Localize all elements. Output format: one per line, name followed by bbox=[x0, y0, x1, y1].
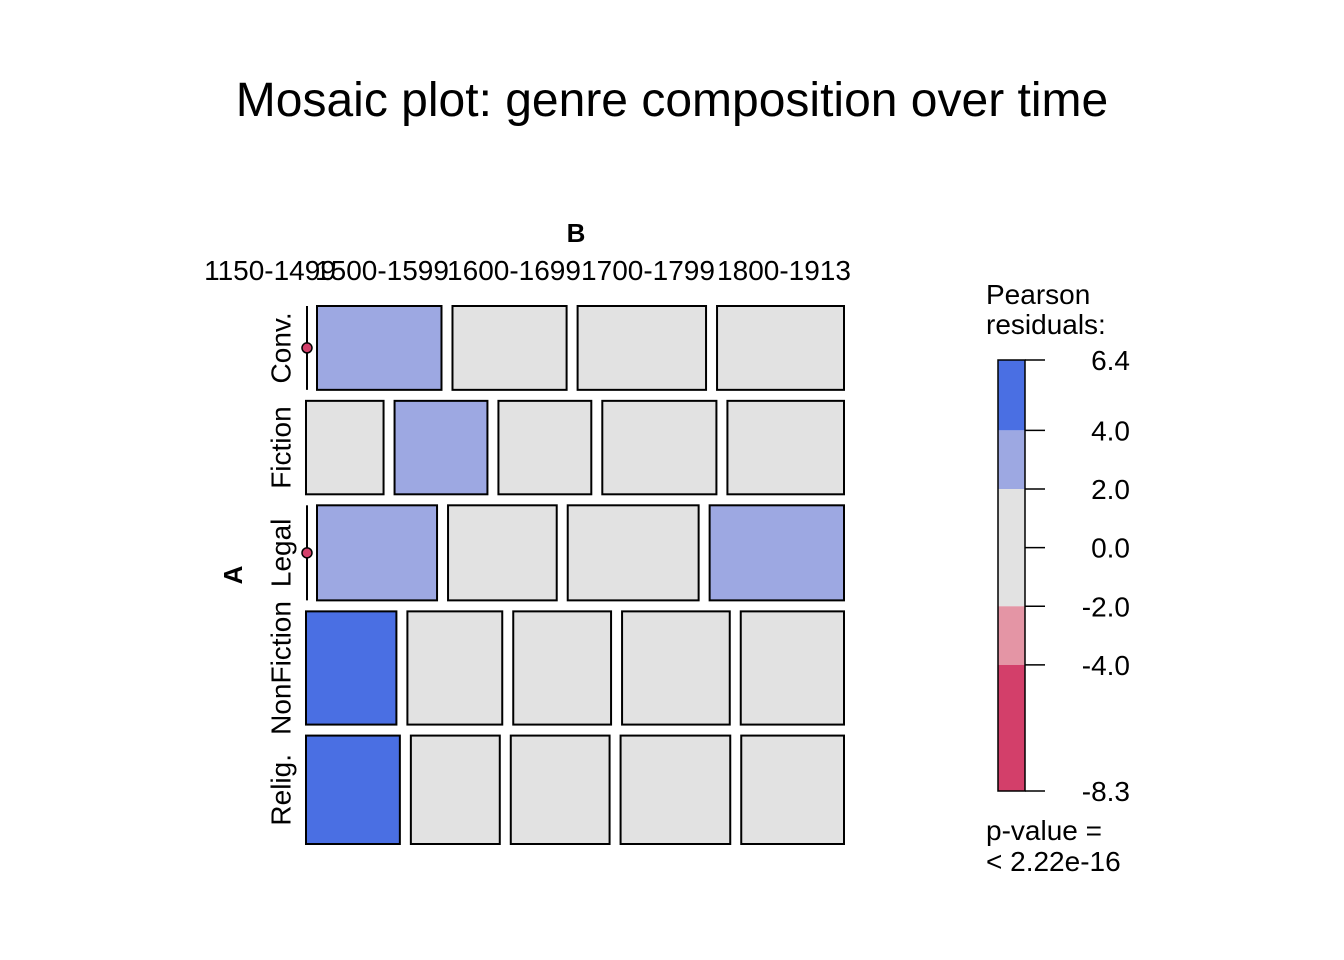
mosaic-cell bbox=[619, 734, 732, 846]
row-tick-label: NonFiction bbox=[265, 601, 296, 735]
legend-title: Pearson residuals: bbox=[986, 279, 1106, 340]
mosaic-cell bbox=[740, 734, 845, 846]
legend-band bbox=[998, 606, 1025, 665]
chart-title: Mosaic plot: genre composition over time bbox=[236, 74, 1108, 127]
row-tick-label: Legal bbox=[265, 519, 296, 588]
legend: Pearson residuals: 6.4 4.0 2.0 0.0 -2.0 -4.0 -8.… bbox=[986, 279, 1130, 877]
mosaic-cells bbox=[301, 305, 846, 846]
column-tick-label: 1500-1599 bbox=[315, 255, 449, 286]
mosaic-cell bbox=[305, 399, 385, 496]
row-variable-label: A bbox=[218, 565, 248, 584]
legend-tick-label: -8.3 bbox=[1082, 776, 1130, 807]
mosaic-cell bbox=[305, 734, 401, 846]
row-tick-label: Conv. bbox=[265, 312, 296, 383]
mosaic-cell bbox=[316, 504, 439, 602]
legend-band bbox=[998, 430, 1025, 490]
column-tick-label: 1150-1499 bbox=[204, 255, 336, 286]
mosaic-cell bbox=[409, 734, 501, 846]
column-variable-label: B bbox=[567, 218, 586, 248]
legend-tick-label: -2.0 bbox=[1082, 591, 1130, 622]
mosaic-cell bbox=[447, 504, 558, 602]
empty-cell-marker bbox=[301, 547, 313, 559]
mosaic-cell bbox=[512, 610, 613, 726]
pvalue-label: p-value = bbox=[986, 815, 1102, 846]
legend-tick-label: 2.0 bbox=[1091, 474, 1130, 505]
mosaic-cell bbox=[451, 305, 568, 391]
empty-cell-marker bbox=[301, 342, 313, 354]
mosaic-cell bbox=[305, 610, 398, 726]
mosaic-cell bbox=[601, 399, 718, 496]
row-tick-label: Relig. bbox=[265, 754, 296, 826]
pvalue-value: < 2.22e-16 bbox=[986, 846, 1121, 877]
mosaic-cell bbox=[316, 305, 443, 391]
legend-band bbox=[998, 360, 1025, 431]
mosaic-cell bbox=[716, 305, 845, 391]
legend-tick-label: 0.0 bbox=[1091, 533, 1130, 564]
legend-band bbox=[998, 489, 1025, 607]
legend-band bbox=[998, 664, 1025, 791]
mosaic-cell bbox=[708, 504, 846, 602]
mosaic-cell bbox=[393, 399, 489, 496]
mosaic-cell bbox=[726, 399, 846, 496]
mosaic-cell bbox=[621, 610, 731, 726]
column-tick-label: 1800-1913 bbox=[717, 255, 851, 286]
mosaic-cell bbox=[497, 399, 593, 496]
mosaic-cell bbox=[739, 610, 846, 726]
mosaic-cell bbox=[566, 504, 700, 602]
legend-tick-label: 4.0 bbox=[1091, 415, 1130, 446]
mosaic-cell bbox=[509, 734, 611, 846]
legend-tick-label: -4.0 bbox=[1082, 650, 1130, 681]
legend-tick-label: 6.4 bbox=[1091, 345, 1130, 376]
legend-frame bbox=[997, 359, 1026, 792]
column-tick-label: 1700-1799 bbox=[581, 255, 715, 286]
mosaic-cell bbox=[406, 610, 504, 726]
row-tick-label: Fiction bbox=[265, 406, 296, 488]
row-tick-labels: Conv. Fiction Legal NonFiction Relig. bbox=[265, 312, 296, 825]
column-tick-label: 1600-1699 bbox=[447, 255, 581, 286]
mosaic-cell bbox=[576, 305, 708, 391]
